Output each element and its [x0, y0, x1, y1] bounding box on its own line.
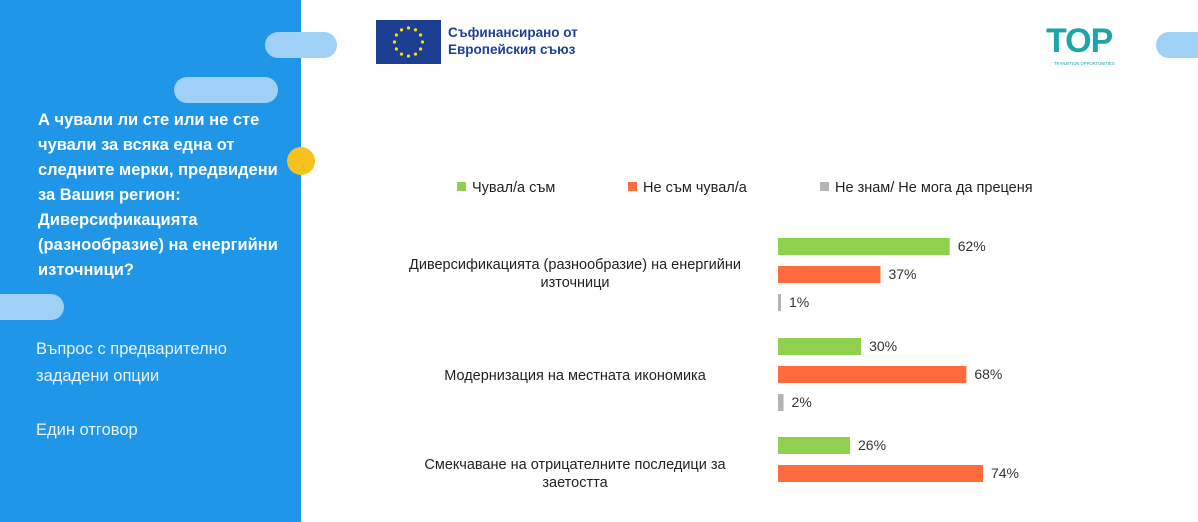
sidebar: А чували ли сте или не сте чували за вся… — [0, 0, 301, 522]
bar-not-heard — [778, 266, 881, 283]
category-label: Диверсификацията (разнообразие) на енерг… — [409, 257, 741, 291]
question-type-line1: Въпрос с предварително — [36, 340, 227, 358]
category-label: Смекчаване на отрицателните последици за… — [424, 457, 726, 491]
legend-item-heard: Чувал/а съм — [457, 180, 555, 196]
decorative-pill — [0, 294, 64, 320]
top-logo-subtitle: TRANSITION OPPORTUNITIES — [1054, 61, 1115, 66]
legend-swatch-heard — [457, 182, 466, 191]
yellow-dot-decoration — [287, 147, 315, 175]
eu-text-line1: Съфинансирано от — [448, 25, 578, 40]
decorative-pill — [1156, 32, 1198, 58]
data-label: 1% — [789, 294, 809, 310]
decorative-pill — [265, 32, 337, 58]
bar-heard — [778, 238, 950, 255]
answer-type: Един отговор — [36, 421, 138, 439]
eu-cofunded-logo: Съфинансирано от Европейския съюз — [374, 18, 600, 66]
data-label: 30% — [869, 338, 897, 354]
eu-flag-icon — [376, 20, 441, 64]
eu-text-line2: Европейския съюз — [448, 42, 576, 57]
legend-swatch-dont-know — [820, 182, 829, 191]
bar-dont-know — [778, 294, 781, 311]
chart-legend: Чувал/а съм Не съм чувал/а Не знам/ Не м… — [0, 180, 1198, 200]
legend-swatch-not-heard — [628, 182, 637, 191]
top-logo-text: TOP — [1046, 22, 1113, 60]
legend-label-heard: Чувал/а съм — [472, 180, 556, 196]
question-text: А чували ли сте или не сте чували за вся… — [38, 111, 278, 279]
data-label: 37% — [888, 266, 916, 282]
data-label: 68% — [974, 366, 1002, 382]
question-type: Въпрос с предварително зададени опции — [36, 336, 286, 390]
bar-heard — [778, 338, 862, 355]
top-logo: TOP TRANSITION OPPORTUNITIES — [1040, 18, 1140, 68]
data-label: 62% — [958, 238, 986, 254]
question-type-line2: зададени опции — [36, 367, 160, 385]
legend-label-dont-know: Не знам/ Не мога да преценя — [835, 180, 1033, 196]
bar-not-heard — [778, 366, 967, 383]
bar-not-heard — [778, 465, 983, 482]
legend-item-dont-know: Не знам/ Не мога да преценя — [820, 180, 1033, 196]
data-label: 2% — [792, 394, 812, 410]
data-label: 26% — [858, 437, 886, 453]
legend-item-not-heard: Не съм чувал/а — [628, 180, 747, 196]
decorative-pill — [174, 77, 278, 103]
legend-label-not-heard: Не съм чувал/а — [643, 180, 747, 196]
data-label: 74% — [991, 465, 1019, 481]
bar-heard — [778, 437, 851, 454]
category-label: Модернизация на местната икономика — [444, 368, 706, 384]
bar-dont-know — [778, 394, 784, 411]
